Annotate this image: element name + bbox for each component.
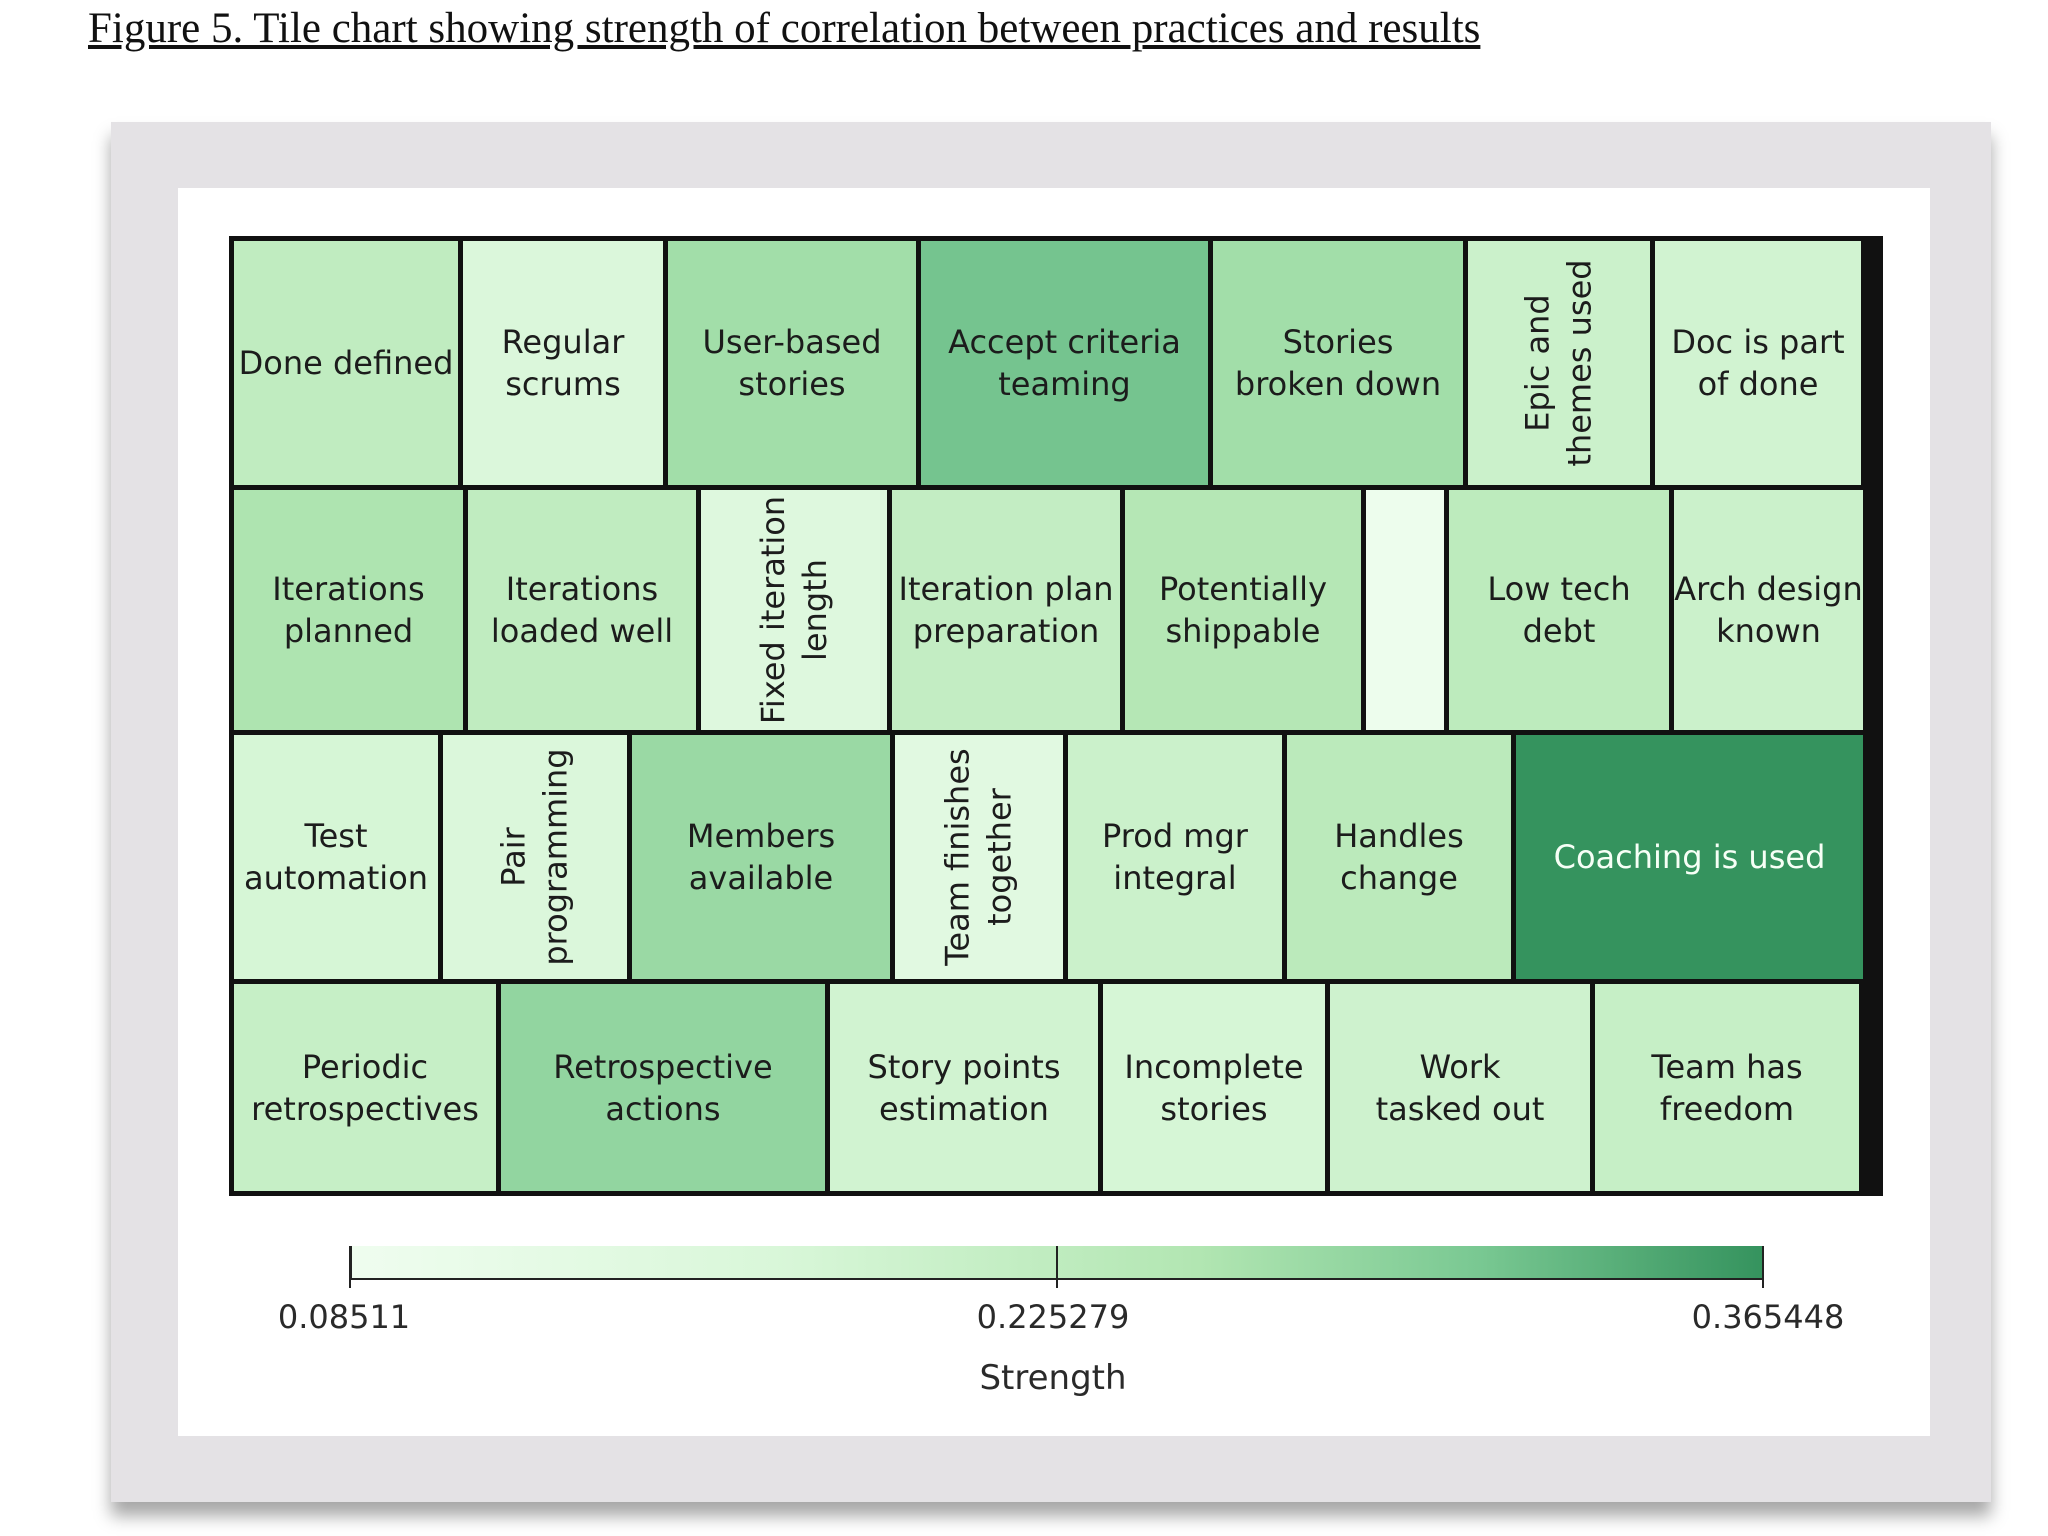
tile-label: Fixed iteration length bbox=[754, 495, 834, 725]
tile: Iterations loaded well bbox=[468, 490, 696, 730]
tile-label: Arch design known bbox=[1674, 570, 1863, 650]
tile: Doc is part of done bbox=[1655, 241, 1861, 485]
tile: Done defined bbox=[234, 241, 458, 485]
tile-label: Iterations loaded well bbox=[490, 570, 674, 650]
tile: Members available bbox=[632, 735, 890, 979]
tile-label: Work tasked out bbox=[1375, 1047, 1545, 1128]
tile: Fixed iteration length bbox=[701, 490, 887, 730]
tile: User-based stories bbox=[668, 241, 916, 485]
tile bbox=[1366, 490, 1444, 730]
tile-label: Pair programming bbox=[495, 748, 575, 966]
tile-label: Low tech debt bbox=[1487, 570, 1631, 650]
tile-label: Coaching is used bbox=[1553, 838, 1826, 876]
legend-max-label: 0.365448 bbox=[1691, 1298, 1845, 1336]
tile-label: Epic and themes used bbox=[1519, 259, 1600, 467]
tile: Accept criteria teaming bbox=[921, 241, 1208, 485]
tile: Stories broken down bbox=[1213, 241, 1463, 485]
tile-label: Iteration plan preparation bbox=[898, 570, 1114, 650]
tile-label: Retrospective actions bbox=[553, 1047, 773, 1128]
tile-label: Story points estimation bbox=[867, 1047, 1061, 1128]
tile: Iteration plan preparation bbox=[892, 490, 1120, 730]
tile: Incomplete stories bbox=[1103, 984, 1325, 1191]
tile: Team finishes together bbox=[895, 735, 1063, 979]
tile: Periodic retrospectives bbox=[234, 984, 496, 1191]
tile-chart: Done defined Regular scrums User-based sto… bbox=[229, 236, 1883, 1196]
legend-min-label: 0.08511 bbox=[277, 1298, 411, 1336]
tile: Arch design known bbox=[1674, 490, 1863, 730]
tile: Low tech debt bbox=[1449, 490, 1669, 730]
legend-mid-label: 0.225279 bbox=[976, 1298, 1130, 1336]
tile: Handles change bbox=[1287, 735, 1511, 979]
tile: Epic and themes used bbox=[1468, 241, 1650, 485]
tile-label: Accept criteria teaming bbox=[948, 323, 1181, 403]
tile: Potentially shippable bbox=[1125, 490, 1361, 730]
tile: Retrospective actions bbox=[501, 984, 825, 1191]
legend-tick-min bbox=[349, 1246, 351, 1288]
tile-label: Stories broken down bbox=[1234, 323, 1442, 403]
tile-label: Periodic retrospectives bbox=[251, 1047, 479, 1128]
legend-title: Strength bbox=[979, 1358, 1127, 1398]
figure-caption: Figure 5. Tile chart showing strength of… bbox=[88, 5, 1481, 52]
tile: Pair programming bbox=[443, 735, 627, 979]
tile-label: Regular scrums bbox=[501, 323, 625, 403]
tile-label: Members available bbox=[686, 817, 836, 897]
tile: Iterations planned bbox=[234, 490, 463, 730]
tile: Team has freedom bbox=[1595, 984, 1859, 1191]
tile-label: Handles change bbox=[1334, 817, 1464, 897]
tile-label: Team has freedom bbox=[1651, 1047, 1803, 1128]
legend-tick-mid bbox=[1056, 1246, 1058, 1288]
tile-label: Potentially shippable bbox=[1158, 570, 1327, 650]
tile: Test automation bbox=[234, 735, 438, 979]
tile-label: Prod mgr integral bbox=[1102, 817, 1248, 897]
tile-label: Team finishes together bbox=[939, 748, 1020, 966]
tile: Coaching is used bbox=[1516, 735, 1863, 979]
tile-label: Incomplete stories bbox=[1124, 1047, 1304, 1128]
tile-label: Iterations planned bbox=[272, 570, 425, 650]
tile-label: Doc is part of done bbox=[1671, 323, 1845, 403]
tile: Regular scrums bbox=[463, 241, 663, 485]
tile-label: Done defined bbox=[238, 344, 454, 382]
tile: Prod mgr integral bbox=[1068, 735, 1282, 979]
tile: Work tasked out bbox=[1330, 984, 1590, 1191]
tile-label: User-based stories bbox=[702, 323, 882, 403]
tile: Story points estimation bbox=[830, 984, 1098, 1191]
legend-tick-max bbox=[1762, 1246, 1764, 1288]
tile-label: Test automation bbox=[243, 817, 429, 897]
